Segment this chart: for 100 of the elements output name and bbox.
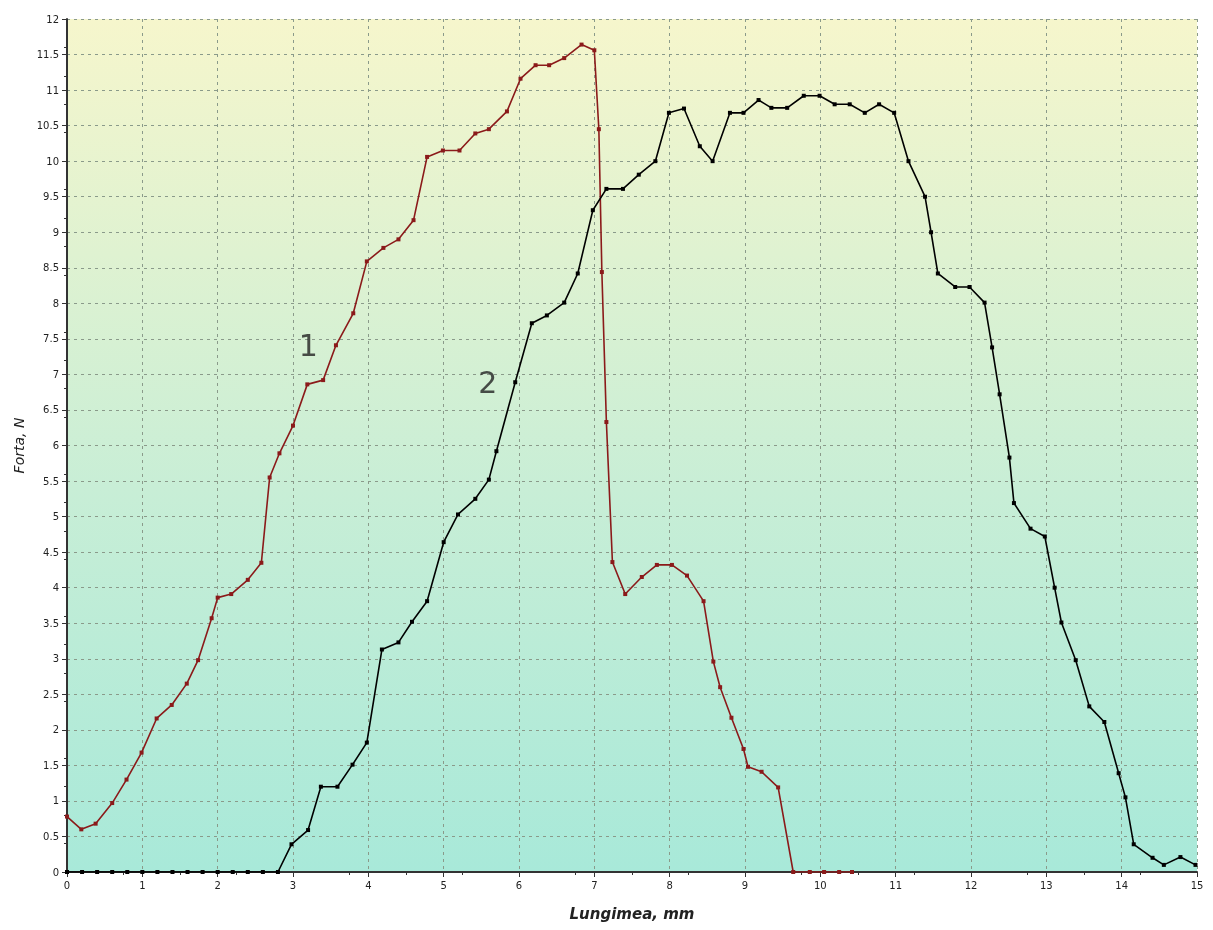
x-axis-title: Lungimea, mm [569,904,695,923]
y-tick-label: 10.5 [36,120,59,132]
point [669,562,674,567]
point [411,218,416,223]
point [381,245,386,250]
point [610,560,615,565]
point [592,48,597,53]
point [623,592,628,597]
x-tick-label: 5 [440,879,447,891]
x-tick-label: 6 [515,879,523,891]
x-tick-label: 14 [1115,879,1129,891]
point [654,562,659,567]
point [684,573,689,578]
y-tick-label: 12 [46,13,59,25]
point [321,378,326,383]
point [93,821,98,826]
point [184,681,189,686]
y-tick-label: 11.5 [36,49,59,61]
point [837,870,842,874]
point [267,475,272,480]
x-tick-label: 0 [63,879,71,891]
y-tick-label: 9.5 [43,191,59,203]
point [547,63,552,68]
y-tick-label: 8 [52,297,59,309]
x-tick-label: 3 [289,879,297,891]
y-tick-label: 6 [52,440,59,451]
point [259,560,264,565]
point [196,658,201,663]
point [533,63,538,68]
y-tick-label: 10 [46,155,59,167]
x-tick-label: 15 [1190,879,1204,891]
y-tick-label: 5 [52,511,59,523]
y-tick-label: 7 [52,368,59,380]
y-tick-label: 1 [52,795,59,807]
point [599,270,604,275]
y-tick-label: 5.5 [43,475,59,487]
y-tick-label: 11 [46,84,59,96]
point [729,715,734,720]
point [169,702,174,707]
point [124,777,129,782]
point [604,420,609,425]
point [305,382,310,387]
point [154,716,159,721]
point [277,451,282,456]
point [579,42,584,47]
point [639,575,644,579]
x-tick-label: 2 [214,879,221,891]
point [139,750,144,755]
point [291,423,295,428]
point [596,127,601,132]
point [333,343,338,348]
point [215,595,220,600]
point [741,747,746,752]
y-tick-label: 0 [52,866,59,878]
point [849,870,854,874]
x-tick-label: 8 [666,879,673,891]
y-tick-label: 6.5 [43,404,59,416]
annotation: 2 [478,364,498,400]
point [504,109,509,114]
x-tick-label: 12 [964,879,978,891]
point [759,769,764,774]
point [822,870,827,874]
x-tick-label: 9 [741,879,749,891]
point [79,827,84,832]
y-tick-label: 1.5 [43,759,59,771]
y-tick-label: 2 [52,724,59,736]
point [396,237,401,242]
x-tick-label: 10 [813,879,827,891]
point [518,76,523,81]
point [562,56,567,61]
point [701,599,706,604]
point [776,785,781,790]
point [746,764,751,769]
y-tick-label: 2.5 [43,688,59,700]
y-tick-label: 3 [52,653,59,665]
point [425,154,430,159]
x-tick-label: 13 [1039,879,1053,891]
annotation: 1 [298,327,318,363]
y-tick-label: 7.5 [43,333,59,345]
y-axis-title: Forta, N [10,417,27,474]
point [440,148,445,153]
y-tick-label: 0.5 [43,830,59,842]
point [457,148,462,153]
y-tick-label: 8.5 [43,262,59,274]
point [791,870,796,874]
point [718,685,723,690]
y-tick-label: 3.5 [43,617,59,629]
x-tick-label: 11 [889,879,903,891]
x-tick-label: 7 [591,879,598,891]
x-tick-label: 4 [365,879,372,891]
point [364,259,369,264]
y-tick-label: 4 [52,582,59,594]
y-tick-label: 9 [52,226,59,238]
point [807,870,812,874]
x-tick-label: 1 [139,879,146,891]
point [486,127,491,132]
point [229,592,234,597]
point [711,659,716,664]
point [245,577,250,582]
point [209,616,214,621]
